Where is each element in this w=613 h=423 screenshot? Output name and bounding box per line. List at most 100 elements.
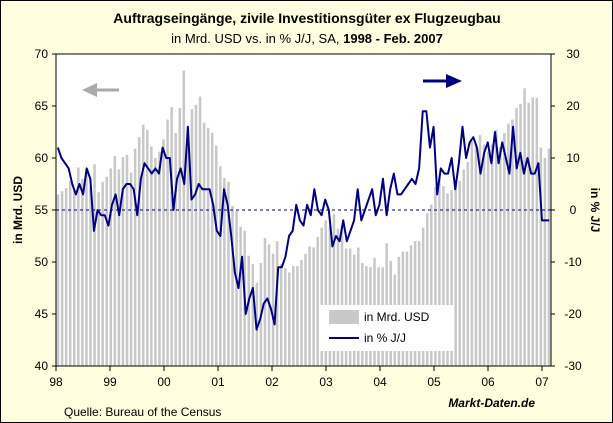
bar-31 [182,70,186,366]
bar-11 [101,181,104,366]
bar-1 [60,191,64,366]
bar-32 [186,126,190,366]
bar-21 [141,124,145,366]
bar-47 [247,255,250,366]
right-tick-label: -10 [564,255,582,269]
bar-series [56,70,551,367]
legend-label-bars: in Mrd. USD [364,310,430,324]
bar-38 [210,133,214,366]
bar-98 [454,182,457,366]
bar-10 [97,192,100,366]
bar-54 [275,241,279,366]
bar-7 [85,172,88,366]
bar-19 [133,148,137,366]
bar-81 [385,243,388,366]
x-axis: 98 99 00 01 02 03 04 05 06 07 [49,366,549,389]
bar-34 [194,104,198,367]
bar-108 [494,129,498,366]
bar-65 [320,227,324,366]
x-tick-label: 03 [319,375,333,389]
right-tick-label: 0 [570,203,577,217]
left-axis-label: in Mrd. USD [11,176,25,244]
arrow-left-axis-icon [82,83,119,97]
bar-45 [239,226,242,366]
source-note: Quelle: Bureau of the Census [64,405,221,419]
bar-70 [340,225,344,366]
bar-53 [271,253,275,366]
bar-117 [531,97,534,367]
bar-107 [490,144,494,366]
x-tick-label: 00 [157,375,171,389]
bar-27 [166,119,169,367]
chart-subtitle-period: 1998 - Feb. 2007 [343,31,443,46]
bar-114 [519,103,522,367]
bar-97 [450,190,453,366]
bar-48 [251,264,255,366]
bar-2 [64,188,68,366]
chart-subtitle-prefix: in Mrd. USD vs. in % J/J, SA, [171,31,339,46]
left-tick-label: 60 [35,151,49,165]
bar-68 [332,214,336,366]
x-tick-label: 02 [265,375,279,389]
bar-37 [206,127,210,366]
bar-56 [283,268,287,366]
bar-12 [105,176,108,366]
bar-110 [503,133,506,366]
bar-63 [312,247,315,366]
x-tick-label: 99 [103,375,117,389]
x-tick-label: 98 [49,375,63,389]
bar-25 [158,151,161,366]
right-tick-label: -20 [564,307,582,321]
bar-23 [150,146,153,366]
bar-100 [462,169,466,366]
left-tick-label: 40 [35,359,49,373]
bar-22 [146,129,149,366]
arrow-right-axis-icon [423,74,462,88]
bar-35 [198,96,202,366]
bar-57 [288,272,291,366]
x-tick-label: 05 [427,375,441,389]
bar-91 [425,213,429,366]
right-tick-label: 30 [566,47,580,61]
bar-113 [515,108,518,366]
bar-101 [466,162,470,366]
bar-106 [486,151,490,366]
bar-104 [478,135,482,366]
bar-33 [190,109,194,367]
bar-17 [125,154,129,366]
bar-40 [219,166,222,366]
right-axis: -30 -20 -10 0 10 20 30 [551,47,582,373]
x-tick-label: 07 [535,375,549,389]
bar-62 [308,246,311,366]
legend-bar-swatch [329,310,359,324]
x-tick-label: 01 [211,375,225,389]
bar-61 [304,253,307,366]
bar-118 [535,97,539,367]
bar-30 [178,108,182,366]
chart-subtitle: in Mrd. USD vs. in % J/J, SA, 1998 - Feb… [171,31,443,46]
bar-90 [421,227,425,366]
bar-13 [109,168,113,366]
legend: in Mrd. USD in % J/J [319,305,453,351]
bar-0 [56,194,60,366]
bar-105 [482,144,486,366]
bar-88 [413,241,417,366]
bar-89 [417,241,421,366]
bar-26 [162,139,165,366]
bar-111 [507,123,510,367]
bar-116 [527,102,530,366]
bar-121 [547,148,551,366]
brand-label: Markt-Daten.de [448,396,535,410]
bar-58 [292,266,295,366]
bar-3 [68,180,72,366]
right-tick-label: -30 [564,359,582,373]
chart-title: Auftragseingänge, zivile Investitionsgüt… [113,10,500,26]
right-axis-label: in % J/J [588,188,602,233]
bar-39 [215,145,218,366]
bar-119 [539,147,543,366]
bar-36 [202,122,206,366]
bar-95 [442,186,445,366]
bar-92 [430,204,433,366]
x-tick-label: 06 [481,375,495,389]
bar-6 [81,178,84,366]
